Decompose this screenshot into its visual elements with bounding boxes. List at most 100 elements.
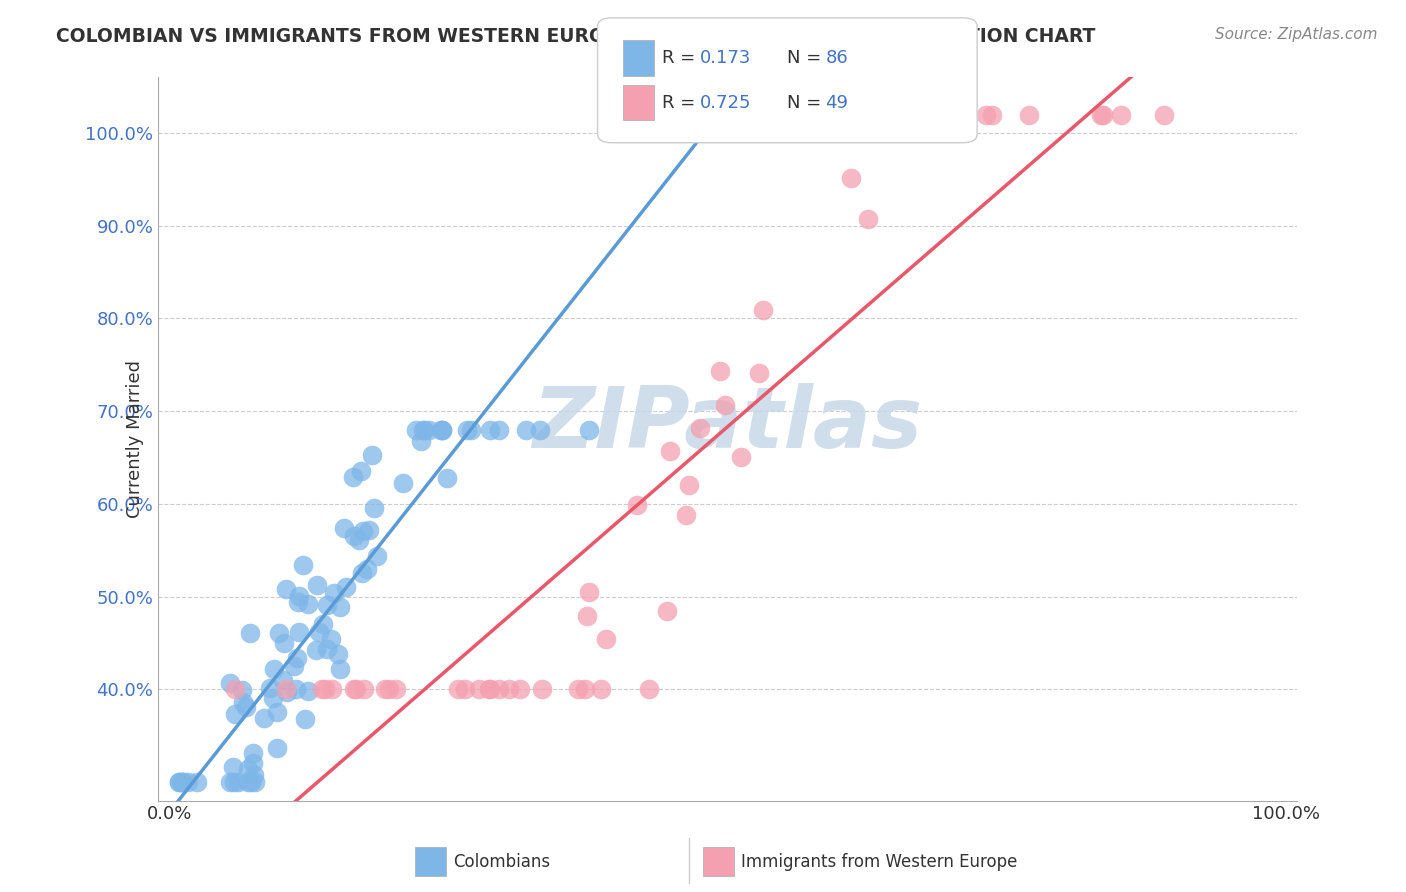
Point (287, 625, 309, 640)
Point (980, 107, 1002, 121)
Point (748, 366, 770, 380)
Point (276, 685, 298, 699)
Point (328, 648, 350, 662)
Point (308, 624, 330, 639)
Point (335, 580, 357, 594)
Point (236, 775, 259, 789)
Text: N =: N = (787, 49, 827, 67)
Point (447, 682, 470, 697)
Point (589, 682, 612, 697)
Text: 86: 86 (825, 49, 848, 67)
Point (235, 700, 257, 714)
Point (925, 107, 948, 121)
Point (436, 470, 458, 484)
Point (359, 524, 381, 538)
Point (430, 423, 453, 437)
Point (356, 562, 378, 576)
Point (689, 421, 711, 435)
Point (479, 423, 502, 437)
Point (167, 775, 190, 789)
Point (1090, 107, 1112, 121)
Point (172, 775, 194, 789)
Point (657, 604, 679, 618)
Point (578, 423, 600, 437)
Point (430, 423, 453, 437)
Point (238, 626, 260, 640)
Point (323, 586, 346, 600)
Point (675, 508, 697, 522)
Point (1018, 107, 1040, 121)
Point (314, 682, 336, 697)
Point (274, 682, 297, 697)
Point (343, 682, 366, 697)
Point (637, 682, 659, 697)
Point (186, 775, 208, 789)
Point (329, 662, 352, 676)
Point (730, 450, 752, 464)
Point (412, 423, 434, 437)
Text: R =: R = (662, 49, 702, 67)
Point (405, 423, 427, 437)
Point (530, 682, 553, 697)
Point (224, 706, 246, 721)
Point (267, 625, 290, 640)
Point (273, 636, 295, 650)
Point (305, 642, 328, 657)
Text: 49: 49 (825, 94, 848, 112)
Point (222, 759, 245, 773)
Point (292, 558, 315, 573)
Point (287, 595, 309, 609)
Point (266, 741, 288, 756)
Point (456, 423, 478, 437)
Point (311, 682, 333, 697)
Point (352, 524, 374, 538)
Point (316, 598, 339, 612)
Point (432, 423, 454, 437)
Point (488, 423, 510, 437)
Point (263, 662, 285, 676)
Point (391, 475, 413, 490)
Point (167, 775, 190, 789)
Point (238, 762, 260, 776)
Point (242, 756, 264, 770)
Y-axis label: Currently Married: Currently Married (127, 360, 145, 518)
Point (509, 682, 531, 697)
Point (498, 682, 520, 697)
Text: ZIPatlas: ZIPatlas (533, 383, 922, 466)
Point (343, 529, 366, 543)
Point (488, 682, 510, 697)
Point (378, 682, 401, 697)
Point (271, 673, 294, 687)
Text: 0.173: 0.173 (700, 49, 752, 67)
Point (935, 107, 957, 121)
Point (218, 775, 240, 789)
Point (567, 682, 589, 697)
Point (363, 500, 385, 515)
Point (321, 682, 343, 697)
Point (413, 423, 436, 437)
Point (529, 423, 551, 437)
Point (349, 464, 371, 478)
Point (315, 641, 337, 656)
Point (1153, 107, 1175, 121)
Point (709, 364, 731, 378)
Point (288, 589, 311, 603)
Point (239, 775, 262, 789)
Point (329, 599, 352, 614)
Point (243, 768, 266, 782)
Point (177, 775, 200, 789)
Point (839, 171, 862, 186)
Text: 0.725: 0.725 (700, 94, 752, 112)
Point (319, 632, 342, 646)
Point (242, 746, 264, 760)
Point (232, 695, 254, 709)
Point (274, 582, 297, 597)
Point (361, 448, 384, 462)
Point (344, 682, 367, 697)
Point (1091, 107, 1114, 121)
Point (342, 469, 364, 483)
Point (350, 566, 373, 580)
Point (460, 423, 482, 437)
Point (231, 683, 253, 698)
Text: Immigrants from Western Europe: Immigrants from Western Europe (741, 853, 1018, 871)
